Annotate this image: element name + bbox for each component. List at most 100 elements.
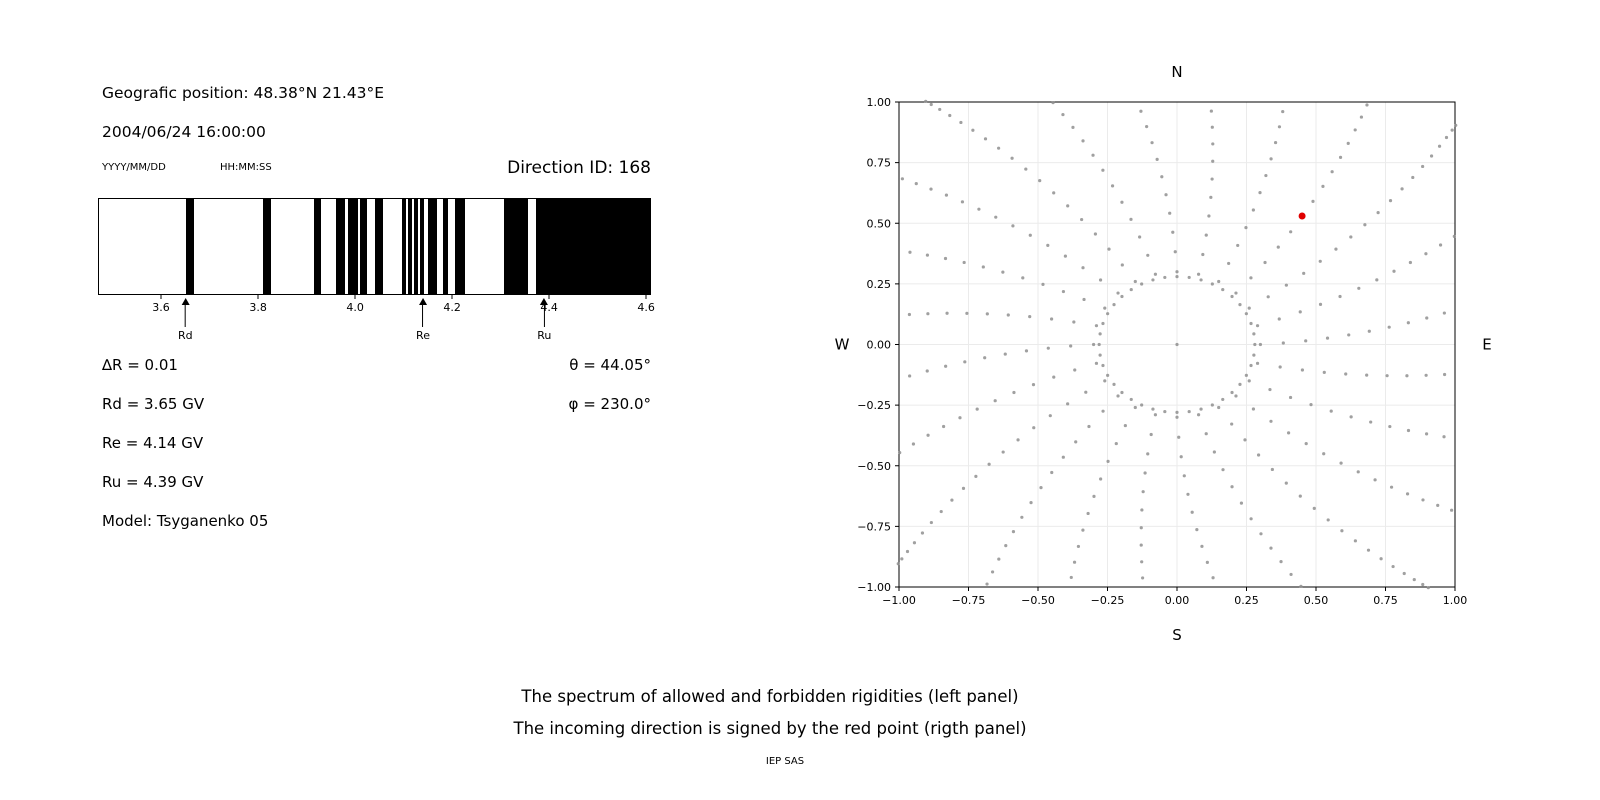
direction-grid-dot: [983, 137, 988, 141]
x-tick-mark: [645, 295, 647, 299]
direction-grid-dot: [1321, 184, 1325, 189]
allowed-rigidity-band: [374, 199, 384, 294]
direction-grid-dot: [1020, 515, 1024, 519]
direction-grid-dot: [1171, 230, 1175, 234]
direction-grid-dot: [1234, 394, 1238, 398]
direction-grid-dot: [1405, 492, 1410, 496]
up-arrow-icon: [540, 298, 549, 305]
direction-grid-dot: [1138, 235, 1142, 239]
direction-grid-dot: [1268, 387, 1272, 392]
inner-ring-dot: [1244, 373, 1248, 377]
inner-ring-dot: [1252, 332, 1256, 336]
direction-grid-dot: [1080, 217, 1084, 222]
direction-grid-dot: [1249, 517, 1253, 521]
direction-grid-dot: [1411, 175, 1415, 180]
up-arrow-icon: [181, 298, 190, 305]
x-tick-label: −0.50: [1021, 594, 1055, 607]
direction-grid-dot: [981, 265, 985, 269]
direction-grid-dot: [1107, 247, 1111, 251]
x-tick-label: 0.25: [1234, 594, 1259, 607]
x-tick-label: 0.50: [1304, 594, 1329, 607]
direction-grid-dot: [1209, 195, 1213, 199]
direction-grid-dot: [898, 451, 902, 455]
direction-grid-dot: [1153, 272, 1158, 276]
direction-grid-dot: [1289, 572, 1293, 577]
compass-west-label: W: [835, 336, 850, 354]
direction-grid-dot: [945, 311, 949, 315]
direction-grid-dot: [1269, 157, 1273, 161]
direction-grid-dot: [1442, 372, 1447, 377]
delta-r-value: ∆R = 0.01: [102, 356, 178, 374]
cutoff-marker-ru: Ru: [537, 298, 551, 342]
direction-grid-dot: [1408, 260, 1412, 265]
y-tick-label: 0.50: [867, 217, 892, 230]
direction-id-label: Direction ID: 168: [507, 158, 651, 178]
direction-grid-dot: [1139, 543, 1143, 547]
direction-grid-dot: [958, 416, 962, 420]
direction-grid-dot: [1087, 424, 1091, 429]
re-value: Re = 4.14 GV: [102, 434, 204, 452]
direction-grid-dot: [1298, 494, 1302, 498]
direction-grid-dot: [1120, 200, 1124, 204]
direction-grid-dot: [1052, 191, 1056, 195]
model-value: Model: Tsyganenko 05: [102, 512, 269, 530]
direction-grid-dot: [1024, 167, 1028, 171]
allowed-rigidity-band: [535, 199, 650, 294]
direction-grid-dot: [1101, 168, 1105, 172]
direction-grid-dot: [1258, 342, 1262, 347]
inner-ring-dot: [1221, 287, 1225, 292]
direction-grid-dot: [1072, 560, 1077, 564]
direction-grid-dot: [1076, 544, 1081, 549]
direction-grid-dot: [1098, 278, 1103, 282]
cutoff-marker-re: Re: [416, 298, 430, 342]
direction-grid-dot: [1103, 379, 1107, 383]
direction-grid-dot: [1039, 486, 1043, 490]
direction-grid-dot: [985, 312, 989, 316]
direction-grid-dot: [948, 113, 952, 118]
spectrum-axes-frame: [98, 198, 651, 295]
direction-grid-dot: [920, 531, 925, 535]
direction-grid-dot: [1021, 276, 1025, 280]
direction-grid-dot: [1281, 109, 1285, 114]
allowed-rigidity-band: [427, 199, 437, 294]
direction-grid-dot: [1086, 511, 1090, 516]
direction-grid-dot: [1270, 467, 1274, 472]
direction-grid-dot: [1196, 413, 1201, 417]
allowed-rigidity-band: [335, 199, 346, 294]
direction-grid-dot: [950, 498, 954, 502]
direction-grid-dot: [1196, 272, 1201, 276]
direction-grid-dot: [985, 582, 989, 586]
direction-grid-dot: [1385, 374, 1389, 378]
direction-grid-dot: [1046, 243, 1050, 247]
direction-grid-dot: [1204, 432, 1208, 436]
direction-grid-dot: [1391, 564, 1395, 569]
direction-grid-dot: [1050, 470, 1054, 475]
direction-grid-dot: [1326, 518, 1330, 522]
direction-grid-dot: [1003, 352, 1007, 356]
arrow-line: [184, 305, 186, 327]
direction-grid-dot: [1011, 224, 1015, 228]
direction-grid-dot: [1094, 324, 1099, 328]
direction-grid-dot: [1251, 407, 1256, 411]
inner-ring-dot: [1120, 390, 1124, 395]
date-format-hint: YYYY/MM/DD: [102, 162, 166, 173]
direction-grid-dot: [1259, 532, 1263, 536]
inner-ring-dot: [1238, 382, 1242, 387]
x-tick-label: −0.75: [952, 594, 986, 607]
direction-grid-dot: [1004, 544, 1008, 548]
inner-ring-dot: [1163, 409, 1167, 414]
direction-grid-dot: [1251, 208, 1255, 212]
allowed-rigidity-band: [186, 199, 194, 294]
direction-grid-dot: [1367, 329, 1371, 333]
direction-grid-dot: [1092, 342, 1096, 347]
y-tick-label: 0.00: [867, 339, 892, 352]
x-tick-mark: [451, 295, 453, 299]
x-tick-mark: [257, 295, 259, 299]
direction-grid-dot: [1006, 313, 1010, 317]
direction-grid-dot: [1264, 173, 1268, 178]
direction-grid-dot: [929, 102, 933, 107]
direction-grid-dot: [1284, 283, 1288, 287]
direction-grid-dot: [1452, 234, 1456, 238]
direction-grid-dot: [1046, 346, 1050, 350]
direction-grid-dot: [987, 462, 991, 466]
